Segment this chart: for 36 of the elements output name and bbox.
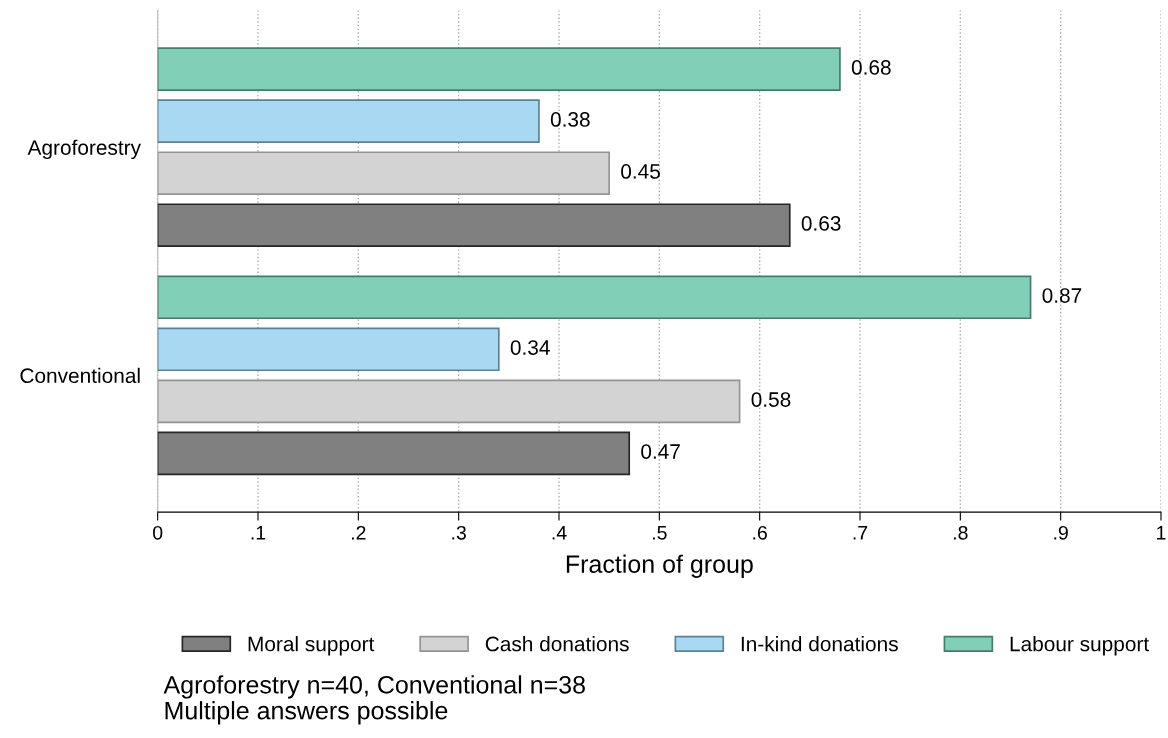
legend-label: Cash donations — [485, 636, 629, 652]
x-tick-label: 1 — [1157, 526, 1166, 540]
y-tick-label: Conventional — [20, 367, 140, 384]
data-label: 0.87 — [1042, 288, 1082, 303]
data-label: 0.58 — [751, 392, 791, 407]
bar — [157, 431, 631, 476]
x-axis-title: Fraction of group — [566, 554, 753, 578]
data-label: 0.47 — [641, 444, 680, 459]
bar — [157, 327, 500, 372]
x-tick-label: .6 — [753, 525, 767, 540]
bar — [157, 151, 611, 196]
data-label: 0.38 — [550, 112, 590, 127]
data-label: 0.34 — [510, 340, 550, 355]
bar — [157, 47, 841, 92]
legend-label: Labour support — [1010, 636, 1149, 656]
x-tick-label: .9 — [1054, 525, 1068, 540]
x-tick-label: 0 — [153, 525, 163, 540]
x-tick-label: .5 — [653, 526, 667, 540]
data-label: 0.68 — [851, 60, 891, 75]
x-tick-label: .7 — [853, 526, 868, 540]
x-tick-label: .8 — [954, 525, 968, 540]
y-tick-label: Agroforestry — [27, 139, 141, 160]
legend-label: In-kind donations — [741, 636, 898, 652]
data-label: 0.45 — [621, 164, 660, 179]
legend-label: Moral support — [248, 636, 375, 656]
bar — [157, 99, 540, 144]
text: Multiple answers possible — [165, 701, 448, 725]
bar — [157, 379, 741, 424]
x-tick-label: .4 — [552, 526, 567, 540]
bar — [157, 275, 1032, 320]
x-tick-label: .1 — [251, 526, 266, 540]
x-tick-label: .3 — [452, 525, 466, 540]
x-tick-label: .2 — [352, 525, 366, 540]
bar — [157, 203, 791, 248]
data-label: 0.63 — [801, 216, 841, 231]
text: Agroforestry n=40, Conventional n=38 — [163, 675, 585, 699]
